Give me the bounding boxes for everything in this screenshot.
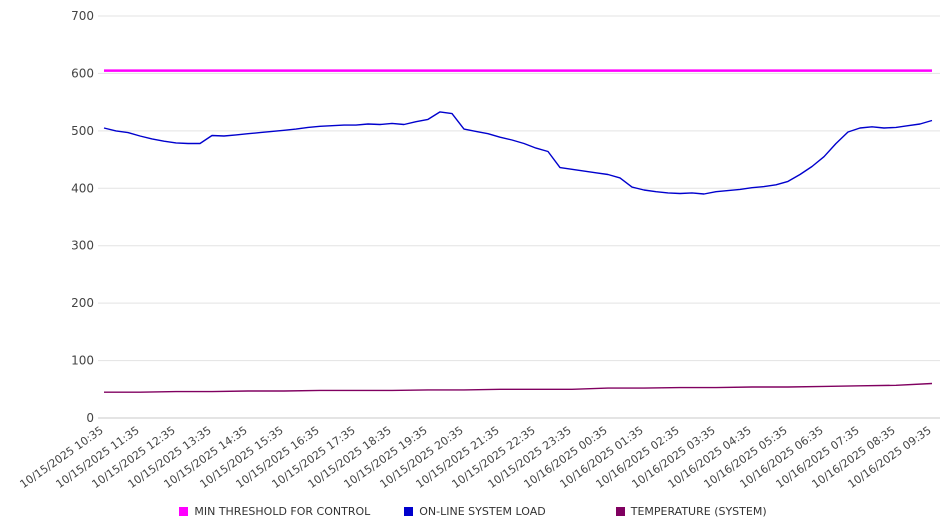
legend-label-min-threshold: MIN THRESHOLD FOR CONTROL xyxy=(194,505,371,518)
legend-swatch-min-threshold-icon xyxy=(179,507,189,516)
y-tick-label: 400 xyxy=(71,181,94,195)
y-tick-label: 300 xyxy=(71,239,94,253)
y-tick-label: 200 xyxy=(71,296,94,310)
y-tick-label: 500 xyxy=(71,124,94,138)
series-line-temperature-system- xyxy=(104,382,933,393)
series-line-on-line-system-load xyxy=(103,111,933,195)
legend-label-temperature-system: TEMPERATURE (SYSTEM) xyxy=(630,505,767,518)
legend-item-online-system-load[interactable]: ON-LINE SYSTEM LOAD xyxy=(404,505,546,518)
legend-item-temperature-system[interactable]: TEMPERATURE (SYSTEM) xyxy=(615,505,767,518)
legend-swatch-temperature-system-icon xyxy=(615,507,625,516)
legend-swatch-online-system-load-icon xyxy=(404,507,414,516)
y-tick-label: 700 xyxy=(71,9,94,23)
y-tick-label: 600 xyxy=(71,66,94,80)
legend-item-min-threshold[interactable]: MIN THRESHOLD FOR CONTROL xyxy=(179,505,370,518)
y-tick-label: 0 xyxy=(86,411,94,425)
chart-legend: MIN THRESHOLD FOR CONTROL ON-LINE SYSTEM… xyxy=(0,505,946,518)
y-tick-label: 100 xyxy=(71,354,94,368)
legend-label-online-system-load: ON-LINE SYSTEM LOAD xyxy=(419,505,546,518)
